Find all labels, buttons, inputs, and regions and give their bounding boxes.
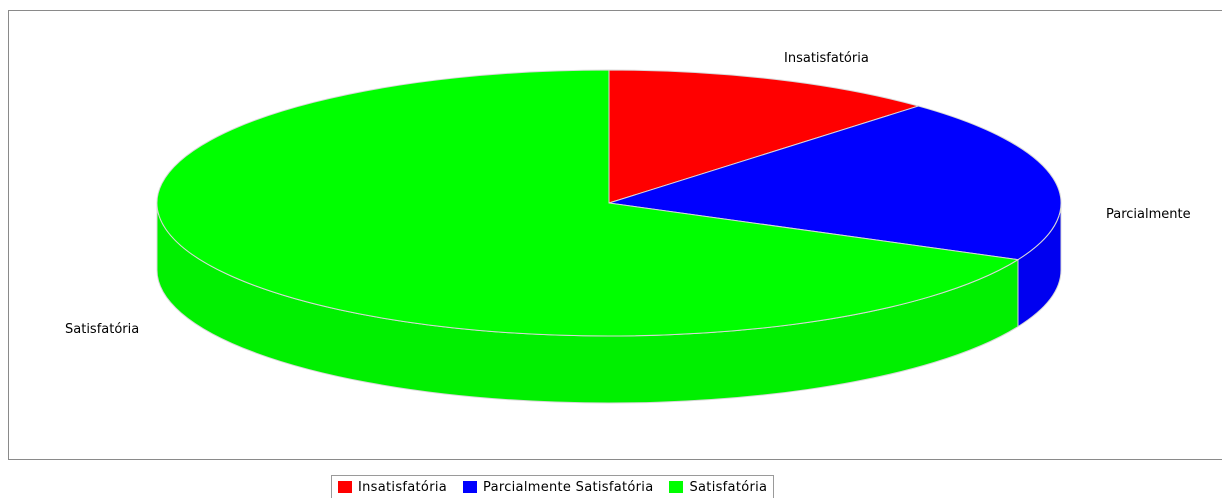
legend-item-insatisfatoria: Insatisfatória <box>338 480 447 495</box>
legend-label-satisfatoria: Satisfatória <box>689 479 768 495</box>
slice-label-satisfatoria: Satisfatória <box>65 322 140 337</box>
slice-label-parcialmente: Parcialmente <box>1106 207 1191 222</box>
pie-slice-insatisfatoria <box>608 69 921 204</box>
legend-label-insatisfatoria: Insatisfatória <box>358 479 448 495</box>
pie-slice-parcialmente-satisfatoria <box>608 105 1062 261</box>
legend: Insatisfatória Parcialmente Satisfatória… <box>331 475 775 498</box>
slice-label-insatisfatoria: Insatisfatória <box>784 51 869 66</box>
legend-swatch-insatisfatoria <box>338 481 352 493</box>
plot-area: Insatisfatória Parcialmente Satisfatória <box>8 10 1222 460</box>
legend-item-parcialmente-satisfatoria: Parcialmente Satisfatória <box>463 480 653 495</box>
legend-swatch-satisfatoria <box>669 481 684 493</box>
legend-swatch-parcialmente-satisfatoria <box>463 481 478 493</box>
legend-item-satisfatoria: Satisfatória <box>669 480 767 495</box>
legend-label-parcialmente-satisfatoria: Parcialmente Satisfatória <box>483 479 654 495</box>
pie-slice-satisfatoria <box>156 69 1020 337</box>
pie-top-faces <box>156 69 1062 337</box>
pie-chart <box>156 69 1062 404</box>
